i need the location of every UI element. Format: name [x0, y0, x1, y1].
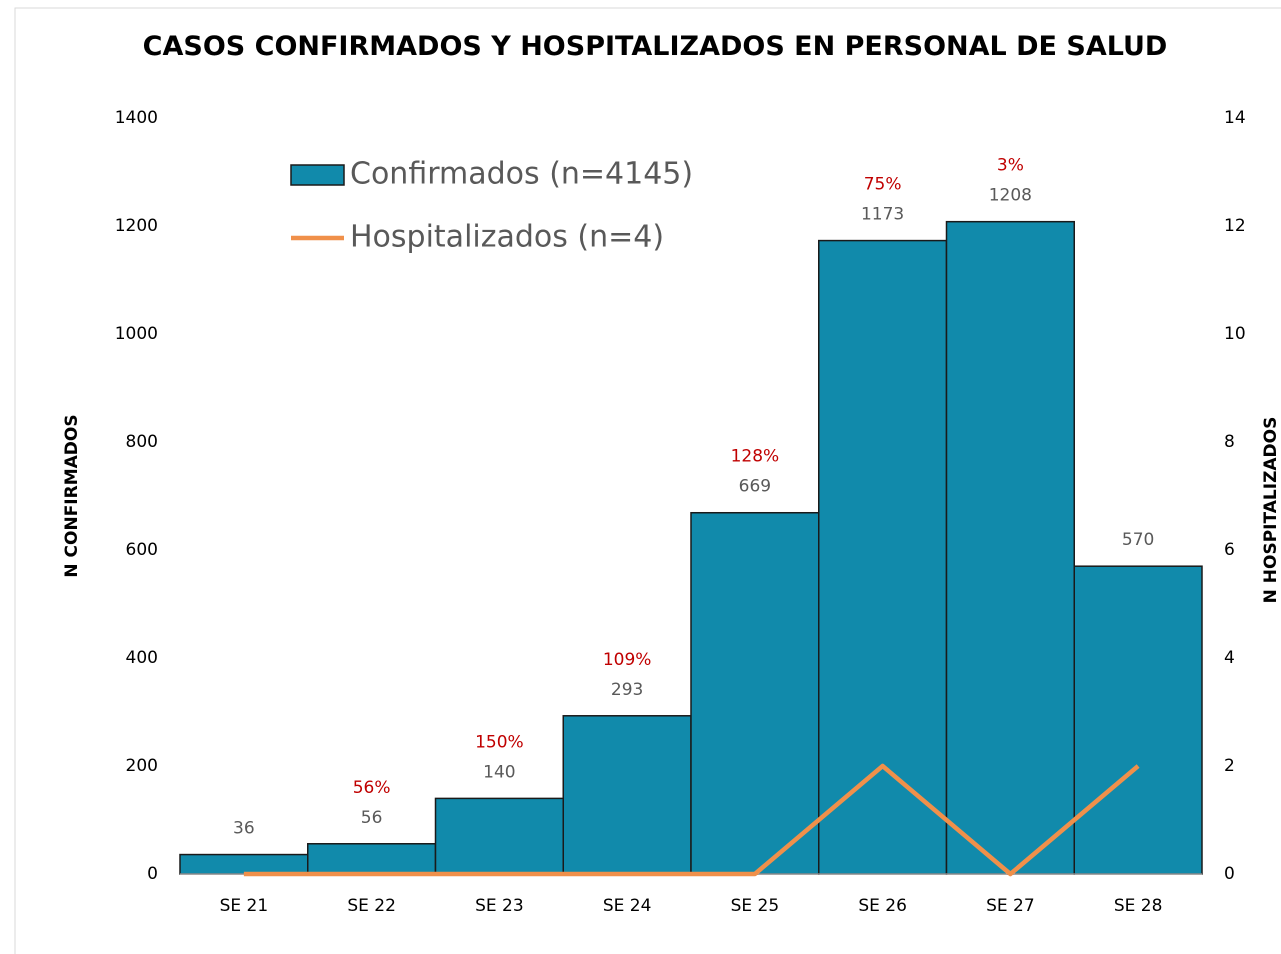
bar: [562, 715, 692, 875]
annotation: 56%: [353, 778, 391, 798]
bar: [1073, 565, 1203, 875]
y-tick-label: 800: [126, 432, 158, 452]
legend-swatch: [290, 164, 345, 186]
annotation: 75%: [864, 175, 902, 195]
y2-tick-label: 8: [1224, 432, 1235, 452]
legend-label: Hospitalizados (n=4): [350, 220, 664, 255]
x-tick-label: SE 24: [603, 896, 652, 916]
y2-tick-label: 0: [1224, 864, 1235, 884]
y2-tick-label: 14: [1224, 108, 1246, 128]
y2-tick-label: 10: [1224, 324, 1246, 344]
frame: [14, 7, 1281, 954]
y2-tick-label: 6: [1224, 540, 1235, 560]
data-label: 1173: [861, 205, 904, 225]
y2-tick-label: 4: [1224, 648, 1235, 668]
x-tick-label: SE 23: [475, 896, 524, 916]
data-label: 293: [611, 680, 643, 700]
chart-title: CASOS CONFIRMADOS Y HOSPITALIZADOS EN PE…: [142, 31, 1168, 62]
data-label: 570: [1122, 530, 1154, 550]
data-label: 36: [233, 819, 255, 839]
bar: [818, 239, 948, 875]
y-tick-label: 200: [126, 756, 158, 776]
x-tick-label: SE 22: [347, 896, 396, 916]
y-tick-label: 0: [147, 864, 158, 884]
y-tick-label: 1000: [115, 324, 158, 344]
x-tick-label: SE 25: [731, 896, 780, 916]
data-label: 669: [739, 477, 771, 497]
bar: [307, 843, 437, 875]
bar: [179, 853, 309, 875]
y-tick-label: 1200: [115, 216, 158, 236]
x-tick-label: SE 21: [220, 896, 269, 916]
annotation: 128%: [731, 447, 780, 467]
x-tick-label: SE 26: [858, 896, 907, 916]
data-label: 140: [483, 762, 515, 782]
line: [243, 763, 1140, 877]
y-tick-label: 400: [126, 648, 158, 668]
bar: [434, 797, 564, 875]
y-tick-label: 600: [126, 540, 158, 560]
annotation: 150%: [475, 732, 524, 752]
y-tick-label: 1400: [115, 108, 158, 128]
y2-tick-label: 12: [1224, 216, 1246, 236]
y2-axis-label: N HOSPITALIZADOS: [1261, 417, 1281, 604]
bar: [945, 220, 1075, 875]
x-tick-label: SE 28: [1114, 896, 1163, 916]
data-label: 56: [361, 808, 383, 828]
annotation: 109%: [603, 650, 652, 670]
y2-tick-label: 2: [1224, 756, 1235, 776]
y-axis-label: N CONFIRMADOS: [62, 414, 82, 577]
data-label: 1208: [989, 186, 1032, 206]
annotation: 3%: [997, 156, 1024, 176]
bar: [690, 511, 820, 875]
legend-label: Confirmados (n=4145): [350, 157, 693, 192]
x-tick-label: SE 27: [986, 896, 1035, 916]
